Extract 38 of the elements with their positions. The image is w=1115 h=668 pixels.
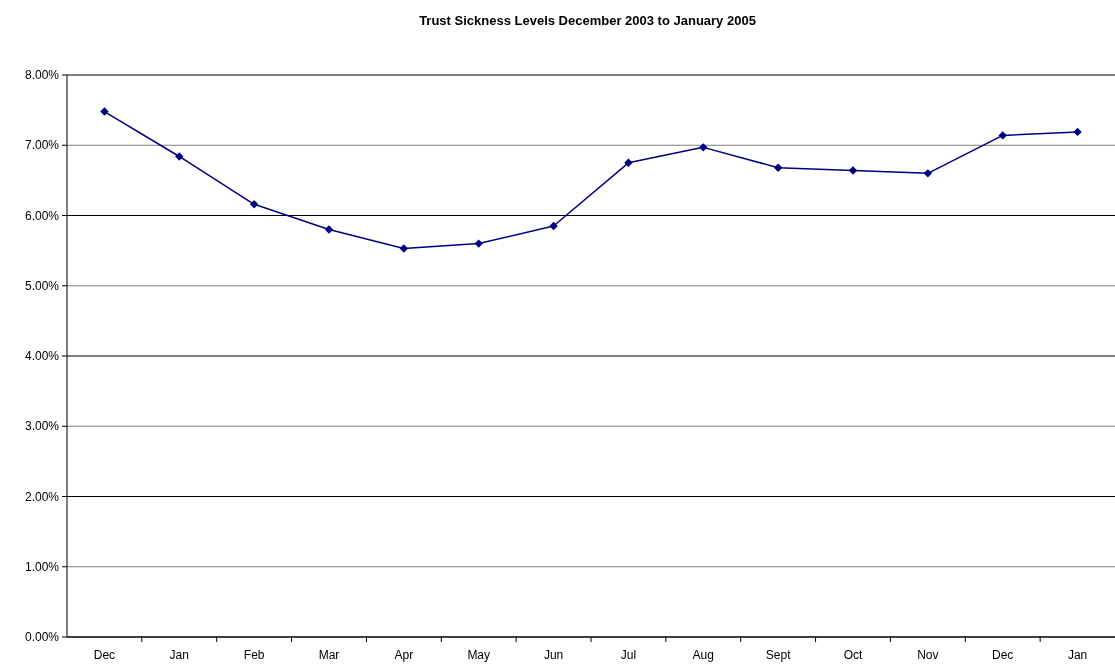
point [175,152,184,161]
point [773,163,783,172]
y-tick-label: 0.00% [24,630,60,645]
point [923,169,933,178]
x-tick-label: Apr [394,648,414,662]
y-tick-label: 4.00% [24,349,60,364]
x-tick-label: Nov [917,648,939,662]
x-tick-label: Jul [620,648,637,662]
point [699,143,708,152]
point [399,244,409,253]
point [249,200,259,209]
y-tick-label: 8.00% [24,68,60,83]
x-tick-label: Oct [843,648,863,662]
x-tick-label: Jan [169,648,189,662]
x-tick-label: Jan [1067,648,1088,662]
y-tick-label: 7.00% [24,138,60,153]
point [848,166,858,175]
point [549,221,558,231]
y-tick-label: 2.00% [24,489,60,504]
point [624,158,633,168]
x-tick-label: Aug [692,648,714,662]
x-tick-label: Sept [765,648,792,662]
y-tick-label: 3.00% [24,419,60,434]
point [998,131,1007,140]
point [474,239,483,248]
point [324,225,334,234]
point [100,107,109,116]
x-tick-label: Dec [93,648,116,662]
y-tick-label: 1.00% [24,559,60,574]
chart-title: Trust Sickness Levels December 2003 to January 2005 [419,13,756,28]
y-tick-label: 5.00% [24,278,60,293]
y-tick-label: 6.00% [24,208,60,223]
point [1073,127,1082,137]
x-tick-label: May [467,648,491,662]
x-tick-label: Dec [992,648,1014,662]
x-tick-label: Jun [543,648,564,662]
x-tick-label: Mar [318,648,340,662]
x-tick-label: Feb [243,648,265,662]
